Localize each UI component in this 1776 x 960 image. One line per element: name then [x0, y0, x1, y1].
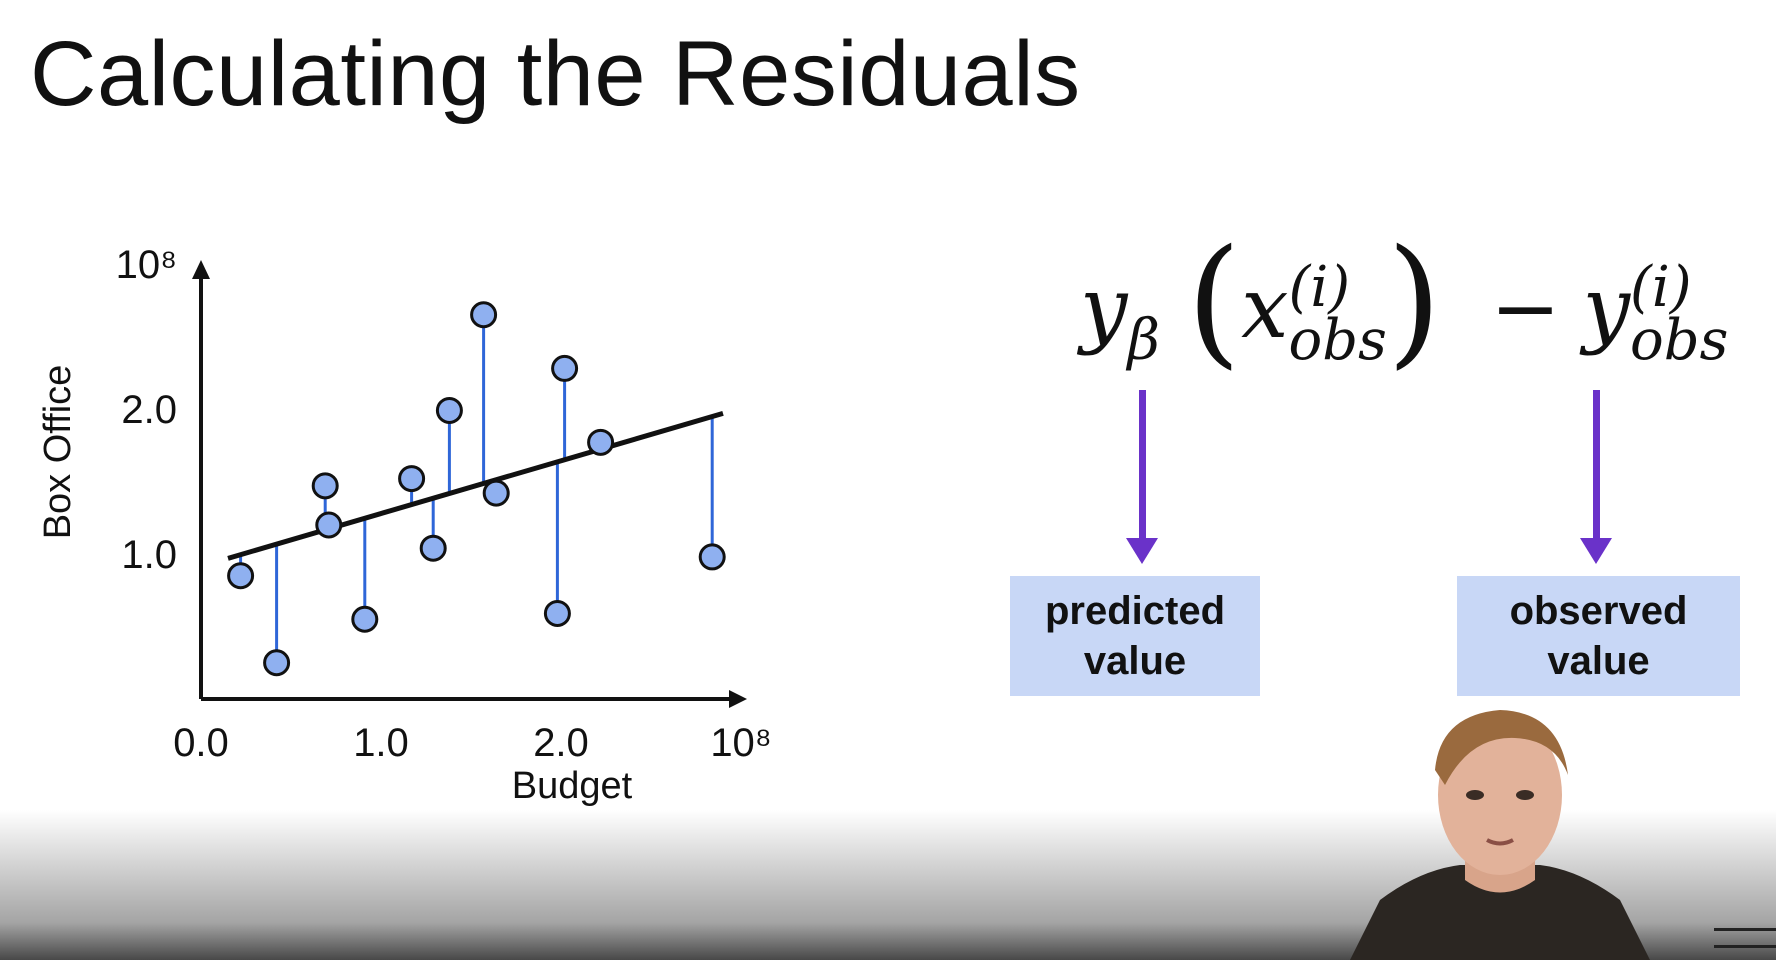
x-tick-label: 1.0: [353, 721, 409, 765]
residual-formula: yβ (x (i) obs) − y (i) obs: [1080, 220, 1729, 373]
data-point: [419, 534, 447, 562]
formula-minus: −: [1490, 259, 1561, 357]
residual-lines: [239, 314, 714, 663]
data-point: [311, 472, 339, 500]
formula-x-sub: obs: [1288, 308, 1387, 373]
x-tick-label: 10⁸: [710, 721, 771, 765]
presenter-silhouette: [1350, 710, 1650, 960]
x-tick-label: 2.0: [533, 721, 589, 765]
regression-line: [227, 410, 724, 561]
observed-label-line1: observed: [1509, 589, 1688, 633]
y-axis-arrowhead: [192, 260, 210, 279]
formula-x-scripts: (i) obs: [1288, 254, 1387, 373]
x-axis-label: Budget: [512, 765, 633, 807]
y-tick-label: 2.0: [121, 388, 177, 432]
predicted-value-box: predicted value: [1010, 576, 1260, 696]
data-point: [227, 562, 255, 590]
data-point: [263, 649, 291, 677]
formula-y: y: [1080, 259, 1128, 357]
formula-x: x: [1241, 259, 1289, 357]
data-point: [698, 543, 726, 571]
data-point: [587, 428, 615, 456]
formula-beta: β: [1127, 308, 1160, 373]
formula-y-sup: (i): [1630, 254, 1692, 320]
observed-arrow: [1580, 390, 1612, 564]
x-tick-label: 0.0: [173, 721, 229, 765]
predicted-label-line1: predicted: [1044, 589, 1226, 633]
data-point: [398, 465, 426, 493]
axis-labels: Budget Box Office: [37, 365, 633, 807]
presenter-video: [1340, 700, 1660, 960]
data-point: [435, 396, 463, 424]
data-point: [470, 301, 498, 329]
x-axis-arrowhead: [729, 690, 747, 708]
slide-title: Calculating the Residuals: [30, 23, 1081, 125]
observed-value-box: observed value: [1457, 576, 1740, 696]
formula-x-sup: (i): [1288, 254, 1351, 320]
observed-label-line2: value: [1547, 639, 1650, 683]
data-points: [227, 301, 726, 677]
data-point: [482, 479, 510, 507]
y-tick-label: 10⁸: [116, 243, 177, 287]
formula-y-scripts: (i) obs: [1630, 254, 1729, 373]
data-point: [543, 599, 571, 627]
formula-close-paren: ): [1386, 220, 1442, 383]
tick-labels: 0.0 1.0 2.0 10⁸ 1.0 2.0 10⁸: [116, 243, 772, 765]
formula-open-paren: (: [1186, 220, 1242, 383]
channel-logo-mark: [1714, 928, 1776, 948]
predicted-arrow: [1126, 390, 1158, 564]
data-point: [551, 354, 579, 382]
data-point: [315, 511, 343, 539]
chart-axes: [192, 260, 747, 708]
predicted-label-line2: value: [1083, 639, 1187, 683]
y-axis-label: Box Office: [37, 365, 79, 540]
y-tick-label: 1.0: [121, 533, 177, 577]
data-point: [351, 605, 379, 633]
formula-y-sub: obs: [1630, 308, 1729, 373]
formula-y-obs: y: [1582, 259, 1631, 357]
regression-line-group: [227, 410, 724, 561]
